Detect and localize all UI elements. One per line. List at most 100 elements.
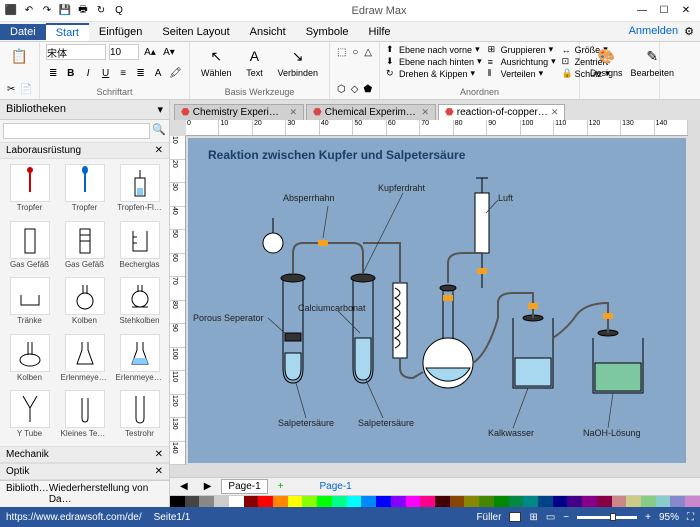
page-tab-1[interactable]: Page-1 <box>221 479 267 494</box>
zoom-slider[interactable] <box>577 516 637 519</box>
font-size-select[interactable] <box>109 44 139 60</box>
sidebar-dropdown-icon[interactable]: ▾ <box>157 103 163 116</box>
color-swatch[interactable] <box>406 496 421 507</box>
connect-tool[interactable]: ↘Verbinden <box>273 44 322 80</box>
color-swatch[interactable] <box>509 496 524 507</box>
color-swatch[interactable] <box>523 496 538 507</box>
qat-save-icon[interactable]: 💾 <box>58 4 72 18</box>
menu-symbols[interactable]: Symbole <box>296 24 359 40</box>
group[interactable]: ⊞Gruppieren▾ <box>488 44 556 55</box>
shape6-icon[interactable]: ⬟ <box>362 81 373 97</box>
shape5-icon[interactable]: ◇ <box>350 81 360 97</box>
color-swatch[interactable] <box>214 496 229 507</box>
color-swatch[interactable] <box>273 496 288 507</box>
paste-button[interactable]: 📋 <box>6 44 33 68</box>
lib-item-flask1[interactable]: Kolben <box>58 275 111 330</box>
lib-item-erlen1[interactable]: Erlenmeyer… <box>58 332 111 387</box>
color-swatch[interactable] <box>302 496 317 507</box>
qat-redo-icon[interactable]: ↷ <box>40 4 54 18</box>
color-swatch[interactable] <box>361 496 376 507</box>
color-swatch[interactable] <box>670 496 685 507</box>
color-swatch[interactable] <box>332 496 347 507</box>
align[interactable]: ≡Ausrichtung▾ <box>488 56 556 67</box>
color-swatch[interactable] <box>288 496 303 507</box>
shape1-icon[interactable]: ⬚ <box>336 44 347 60</box>
login-link[interactable]: Anmelden <box>629 25 679 38</box>
shape4-icon[interactable]: ⬡ <box>336 81 347 97</box>
text-tool[interactable]: AText <box>240 44 268 80</box>
color-swatch[interactable] <box>199 496 214 507</box>
grow-font-icon[interactable]: A▴ <box>142 44 158 60</box>
align2-icon[interactable]: ≣ <box>133 66 147 82</box>
menu-pagelayout[interactable]: Seiten Layout <box>152 24 239 40</box>
color-swatch[interactable] <box>170 496 185 507</box>
color-swatch[interactable] <box>347 496 362 507</box>
tab-close-icon[interactable]: ✕ <box>551 107 559 118</box>
color-swatch[interactable] <box>185 496 200 507</box>
lib-item-flask3[interactable]: Kolben <box>3 332 56 387</box>
color-swatch[interactable] <box>612 496 627 507</box>
canvas[interactable]: Reaktion zwischen Kupfer und Salpetersäu… <box>188 138 686 463</box>
doc-tab-0[interactable]: ⬣Chemistry Experiment 2✕ <box>174 104 304 120</box>
cut-icon[interactable]: ✂ <box>6 81 16 97</box>
search-icon[interactable]: 🔍 <box>152 123 166 139</box>
fill-swatch[interactable] <box>509 512 521 522</box>
tab-close-icon[interactable]: ✕ <box>289 107 297 118</box>
color-swatch[interactable] <box>258 496 273 507</box>
page-prev[interactable]: ◀ <box>174 480 194 493</box>
highlight-icon[interactable]: 🖍 <box>168 66 183 82</box>
view-icon1[interactable]: ⊞ <box>529 512 537 523</box>
recovery-tab[interactable]: Wiederherstellung von Da… <box>49 483 163 505</box>
search-input[interactable] <box>3 123 150 139</box>
lib-item-flask2[interactable]: Stehkolben <box>113 275 166 330</box>
settings-icon[interactable]: ⚙ <box>684 25 694 38</box>
bullet-icon[interactable]: ≣ <box>46 66 60 82</box>
color-swatch[interactable] <box>244 496 259 507</box>
color-swatch[interactable] <box>435 496 450 507</box>
align-icon[interactable]: ≡ <box>116 66 130 82</box>
lib-item-dropper2[interactable]: Tropfer <box>58 162 111 217</box>
page-add[interactable]: + <box>272 480 290 493</box>
menu-view[interactable]: Ansicht <box>240 24 296 40</box>
bold-button[interactable]: B <box>63 66 77 82</box>
font-color-icon[interactable]: A <box>151 66 165 82</box>
designs-button[interactable]: 🎨Designs <box>586 44 627 97</box>
copy-icon[interactable]: 📄 <box>19 81 33 97</box>
close-icon[interactable]: ✕ <box>155 145 163 156</box>
sheet-name[interactable]: Page-1 <box>314 480 358 493</box>
distribute[interactable]: ⫴Verteilen▾ <box>488 68 556 79</box>
color-swatch[interactable] <box>538 496 553 507</box>
color-swatch[interactable] <box>656 496 671 507</box>
maximize-button[interactable]: ☐ <box>654 3 674 19</box>
menu-start[interactable]: Start <box>46 23 89 41</box>
bring-forward[interactable]: ⬆Ebene nach vorne▾ <box>386 44 482 55</box>
biblio-tab[interactable]: Biblioth… <box>6 483 49 505</box>
lib-item-trough[interactable]: Tränke <box>3 275 56 330</box>
lib-category-mech[interactable]: Mechanik✕ <box>0 446 169 463</box>
qat-refresh-icon[interactable]: ↻ <box>94 4 108 18</box>
lib-item-smalltest[interactable]: Kleines Tes… <box>58 388 111 443</box>
underline-button[interactable]: U <box>98 66 112 82</box>
zoom-out[interactable]: − <box>563 512 569 523</box>
color-swatch[interactable] <box>317 496 332 507</box>
qat-app-icon[interactable]: ⬛ <box>4 4 18 18</box>
lib-category-optik[interactable]: Optik✕ <box>0 463 169 480</box>
lib-item-dropper1[interactable]: Tropfer <box>3 162 56 217</box>
zoom-in[interactable]: + <box>645 512 651 523</box>
color-swatch[interactable] <box>641 496 656 507</box>
color-swatch[interactable] <box>567 496 582 507</box>
doc-tab-1[interactable]: ⬣Chemical Experimen…✕ <box>306 104 436 120</box>
lib-category-lab[interactable]: Laborausrüstung✕ <box>0 142 169 159</box>
page-next[interactable]: ▶ <box>198 480 218 493</box>
color-swatch[interactable] <box>376 496 391 507</box>
rotate-flip[interactable]: ↻Drehen & Kippen▾ <box>386 68 482 79</box>
shrink-font-icon[interactable]: A▾ <box>161 44 177 60</box>
select-tool[interactable]: ↖Wählen <box>197 44 236 80</box>
menu-file[interactable]: Datei <box>0 24 46 40</box>
doc-tab-2[interactable]: ⬣reaction-of-copper…✕ <box>438 104 565 120</box>
font-family-select[interactable] <box>46 44 106 60</box>
color-swatch[interactable] <box>685 496 700 507</box>
minimize-button[interactable]: — <box>632 3 652 19</box>
qat-undo-icon[interactable]: ↶ <box>22 4 36 18</box>
color-swatch[interactable] <box>494 496 509 507</box>
